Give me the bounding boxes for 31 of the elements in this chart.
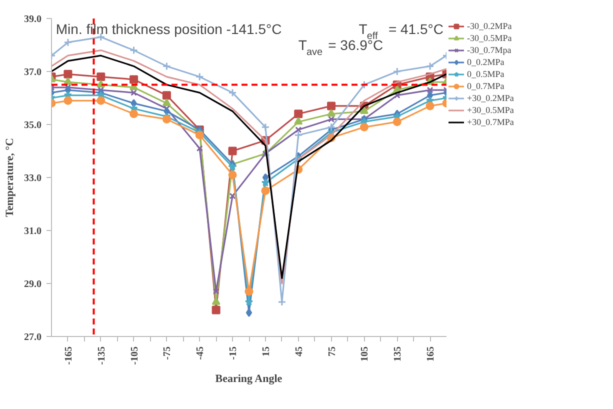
legend-label: 0_0.2MPa [467, 56, 504, 68]
y-tick-label: 27.0 [24, 332, 42, 343]
x-tick-label: -135 [96, 346, 108, 365]
legend-label: +30_0.5MPa [467, 104, 514, 116]
legend-label: -30_0.2MPa [467, 20, 512, 32]
x-tick-label: 15 [260, 346, 272, 356]
x-tick-label: 75 [326, 346, 338, 356]
y-tick-label: 31.0 [24, 226, 42, 237]
annotation: Min. film thickness position -141.5°C [56, 21, 282, 38]
y-tick-label: 37.0 [24, 67, 42, 78]
x-tick-label: 135 [392, 346, 404, 362]
y-tick-label: 39.0 [24, 14, 42, 25]
legend-label: +30_0.2MPa [467, 92, 514, 104]
x-tick-label: -165 [63, 346, 74, 365]
legend-label: -30_0.7Mpa [467, 44, 512, 56]
x-tick-label: 165 [426, 346, 437, 362]
legend-label: -30_0.5MPa [467, 32, 512, 44]
y-tick-label: 33.0 [24, 173, 42, 184]
x-tick-label: -45 [195, 346, 206, 360]
y-tick-label: 29.0 [24, 279, 42, 290]
x-tick-label: -105 [129, 346, 140, 365]
y-axis-title: Temperature, °C [4, 138, 16, 217]
legend-label: 0_0.7MPa [467, 80, 504, 92]
y-tick-label: 35.0 [24, 120, 42, 131]
x-tick-label: -15 [228, 346, 240, 360]
x-tick-label: 105 [360, 346, 371, 362]
x-tick-label: 45 [294, 346, 305, 356]
x-axis-title: Bearing Angle [215, 372, 282, 385]
legend-label: +30_0.7MPa [467, 116, 514, 128]
legend-label: 0_0.5MPa [467, 68, 504, 80]
x-tick-label: -75 [162, 346, 174, 360]
